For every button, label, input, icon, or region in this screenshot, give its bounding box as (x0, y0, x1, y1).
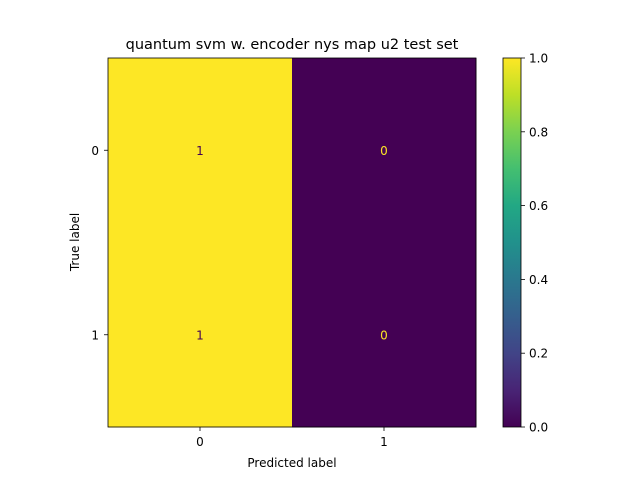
colorbar-tick-label: 0.8 (529, 125, 548, 139)
x-tick-label: 0 (196, 435, 204, 449)
y-axis-label: True label (68, 213, 82, 272)
colorbar (502, 57, 522, 428)
matrix-cell-r0-c1 (292, 58, 477, 243)
matrix-cell-labels: 1 0 1 0 (196, 144, 388, 343)
colorbar-tick-label: 0.4 (529, 273, 548, 287)
colorbar-ticks: 0.0 0.2 0.4 0.6 0.8 1.0 (521, 52, 548, 435)
matrix-cells (108, 58, 477, 428)
x-tick-label: 1 (380, 435, 388, 449)
matrix-cell-r1-c0 (108, 242, 293, 428)
y-axis-ticks: 01 (91, 144, 108, 342)
cell-value-label: 0 (380, 144, 388, 158)
cell-value-label: 1 (196, 144, 204, 158)
x-axis-label: Predicted label (247, 456, 336, 470)
colorbar-tick-label: 0.0 (529, 421, 548, 435)
colorbar-tick-label: 1.0 (529, 52, 548, 66)
y-tick-label: 1 (91, 328, 99, 342)
chart-title: quantum svm w. encoder nys map u2 test s… (126, 37, 459, 53)
colorbar-tick-label: 0.6 (529, 199, 548, 213)
colorbar-tick-label: 0.2 (529, 347, 548, 361)
cell-value-label: 0 (380, 328, 388, 342)
y-tick-label: 0 (91, 144, 99, 158)
matrix-cell-r1-c1 (292, 242, 477, 428)
plot-frame (107, 57, 477, 428)
cell-value-label: 1 (196, 328, 204, 342)
matrix-cell-r0-c0 (108, 58, 293, 243)
